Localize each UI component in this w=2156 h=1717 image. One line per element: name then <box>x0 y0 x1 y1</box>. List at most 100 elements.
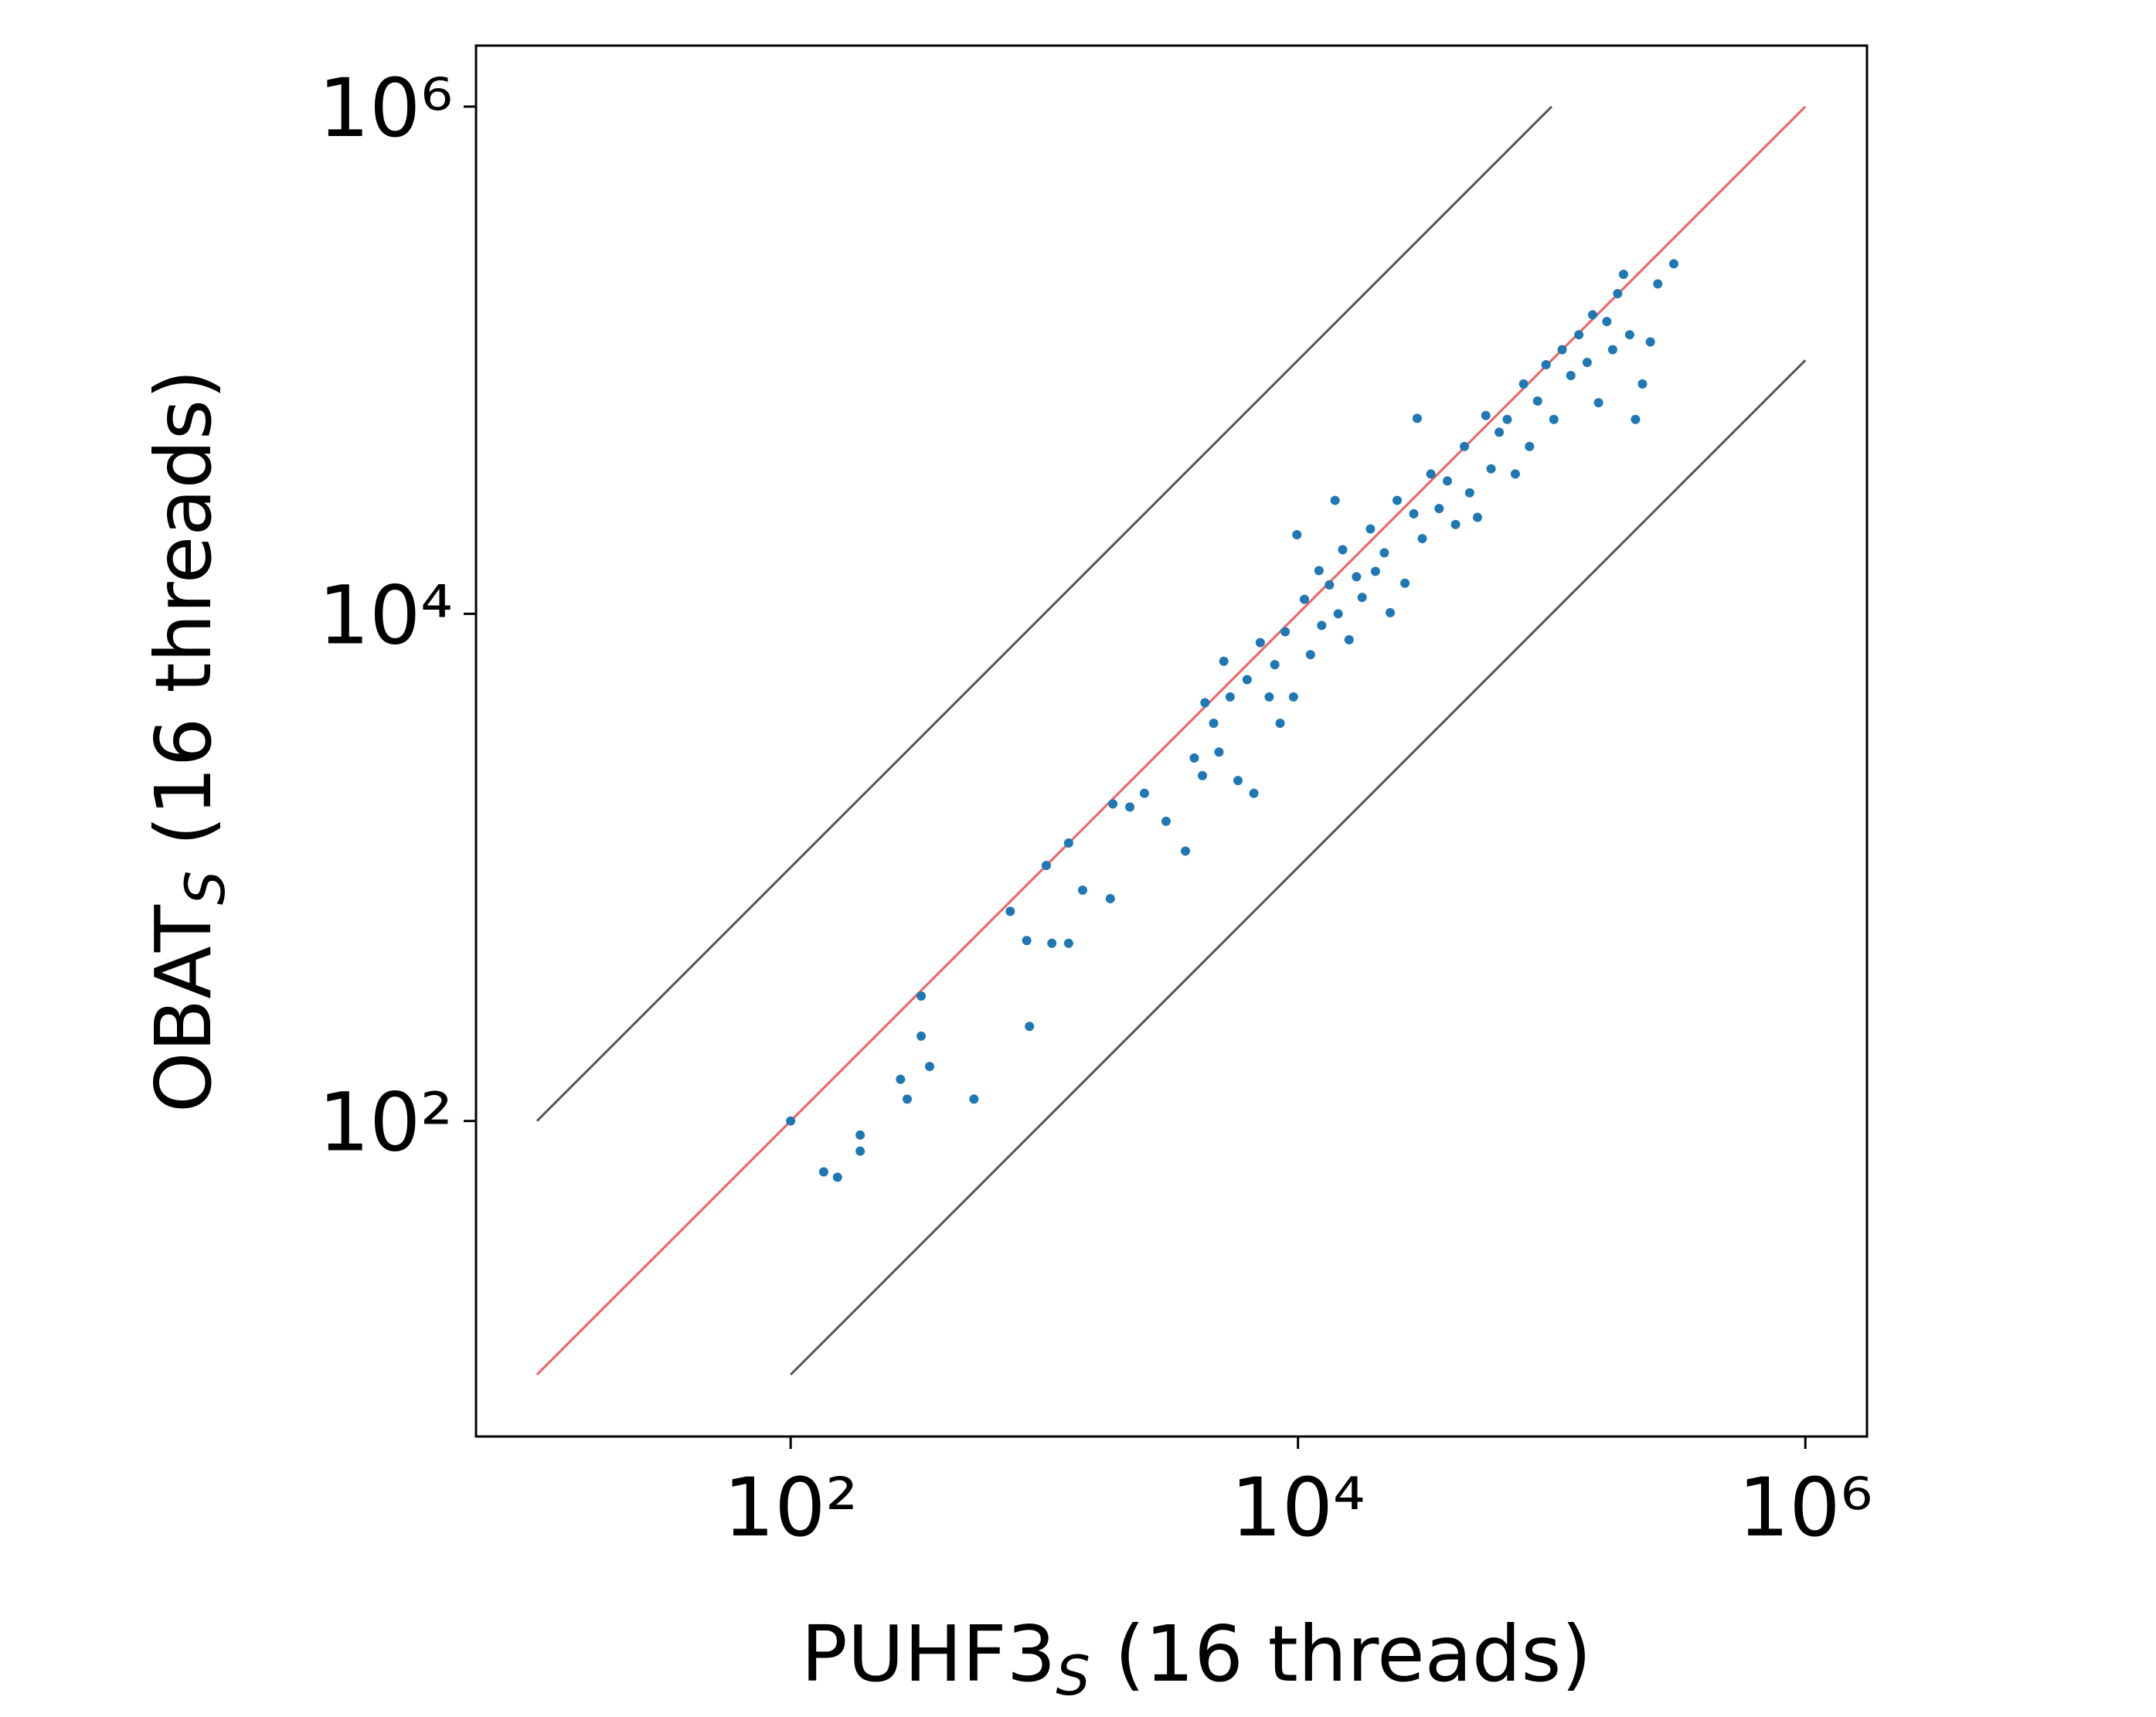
y-tick-label: 10⁴ <box>318 568 453 662</box>
point <box>1275 719 1285 729</box>
point <box>1472 512 1482 522</box>
point <box>1181 846 1191 856</box>
point <box>1292 530 1302 540</box>
point <box>1645 337 1655 347</box>
x-tick-label: 10⁴ <box>1231 1460 1365 1555</box>
point <box>902 1094 912 1104</box>
point <box>1161 816 1171 826</box>
point <box>1139 788 1149 798</box>
point <box>1486 464 1496 474</box>
point <box>1352 572 1362 582</box>
point <box>1214 747 1224 757</box>
point <box>916 1031 927 1041</box>
point <box>1047 938 1057 948</box>
point <box>1198 770 1208 780</box>
point <box>1379 548 1389 558</box>
point <box>786 1116 796 1126</box>
y-axis-label: OBATS (16 threads) <box>138 369 237 1113</box>
point <box>924 1062 934 1072</box>
x-label-main: PUHF3 <box>801 1609 1056 1699</box>
y-label-rest: (16 threads) <box>138 369 229 871</box>
point <box>855 1146 865 1156</box>
point <box>1631 414 1641 424</box>
point <box>1510 469 1520 479</box>
point <box>1105 893 1115 903</box>
point <box>1041 860 1051 870</box>
x-tick-label: 10⁶ <box>1738 1460 1872 1555</box>
point <box>1593 398 1603 408</box>
point <box>1264 692 1274 702</box>
point <box>1025 1022 1035 1032</box>
point <box>896 1074 906 1084</box>
point <box>1495 427 1505 437</box>
point <box>969 1094 979 1104</box>
point <box>1613 288 1623 298</box>
point <box>1549 414 1559 424</box>
point <box>855 1130 865 1140</box>
point <box>1200 698 1210 708</box>
point <box>1344 634 1354 644</box>
point <box>1460 441 1470 451</box>
point <box>1502 414 1512 424</box>
reference-line <box>536 105 1553 1122</box>
point <box>1108 799 1118 809</box>
point <box>1587 310 1597 320</box>
point <box>1417 533 1427 543</box>
point <box>1317 620 1327 631</box>
point <box>1370 566 1380 576</box>
point <box>1063 838 1073 848</box>
point <box>1209 719 1219 729</box>
point <box>818 1167 828 1177</box>
point <box>1541 359 1551 369</box>
point <box>1280 627 1291 637</box>
reference-line <box>790 359 1807 1375</box>
point <box>1125 802 1135 812</box>
x-label-sub: S <box>1056 1644 1090 1708</box>
point <box>1299 594 1309 604</box>
x-label-rest: (16 threads) <box>1090 1609 1592 1699</box>
point <box>1566 370 1576 380</box>
y-tick-label: 10⁶ <box>318 61 453 155</box>
x-tick-label: 10² <box>723 1460 858 1555</box>
point <box>1426 469 1436 479</box>
point <box>1022 936 1032 946</box>
point <box>1357 593 1367 603</box>
point <box>1450 519 1461 529</box>
point <box>1365 524 1376 534</box>
point <box>1574 330 1584 340</box>
point <box>1481 410 1491 420</box>
point <box>1618 270 1628 280</box>
point <box>1434 504 1444 514</box>
point <box>1653 279 1663 289</box>
point <box>1249 788 1259 798</box>
point <box>1400 578 1410 588</box>
point <box>1386 607 1396 617</box>
point <box>1464 488 1474 498</box>
point <box>1557 345 1567 355</box>
point <box>1409 508 1419 518</box>
point <box>1219 656 1229 666</box>
x-axis-label: PUHF3S (16 threads) <box>801 1609 1591 1708</box>
point <box>832 1172 842 1182</box>
point <box>1393 495 1403 505</box>
y-label-sub: S <box>174 871 237 905</box>
point <box>1005 906 1015 916</box>
point <box>1637 379 1648 389</box>
point <box>1189 753 1199 763</box>
point <box>1233 776 1243 786</box>
point <box>1270 660 1280 670</box>
point <box>1338 545 1348 555</box>
point <box>1412 413 1422 423</box>
plot-frame <box>474 44 1869 1438</box>
y-tick-label: 10² <box>318 1076 453 1170</box>
point <box>916 991 927 1001</box>
point <box>1288 692 1298 702</box>
point <box>1582 358 1592 368</box>
point <box>1532 396 1542 406</box>
point <box>1255 638 1265 648</box>
point <box>1668 259 1678 269</box>
point <box>1518 379 1529 389</box>
point <box>1333 609 1343 619</box>
point <box>1242 675 1252 685</box>
